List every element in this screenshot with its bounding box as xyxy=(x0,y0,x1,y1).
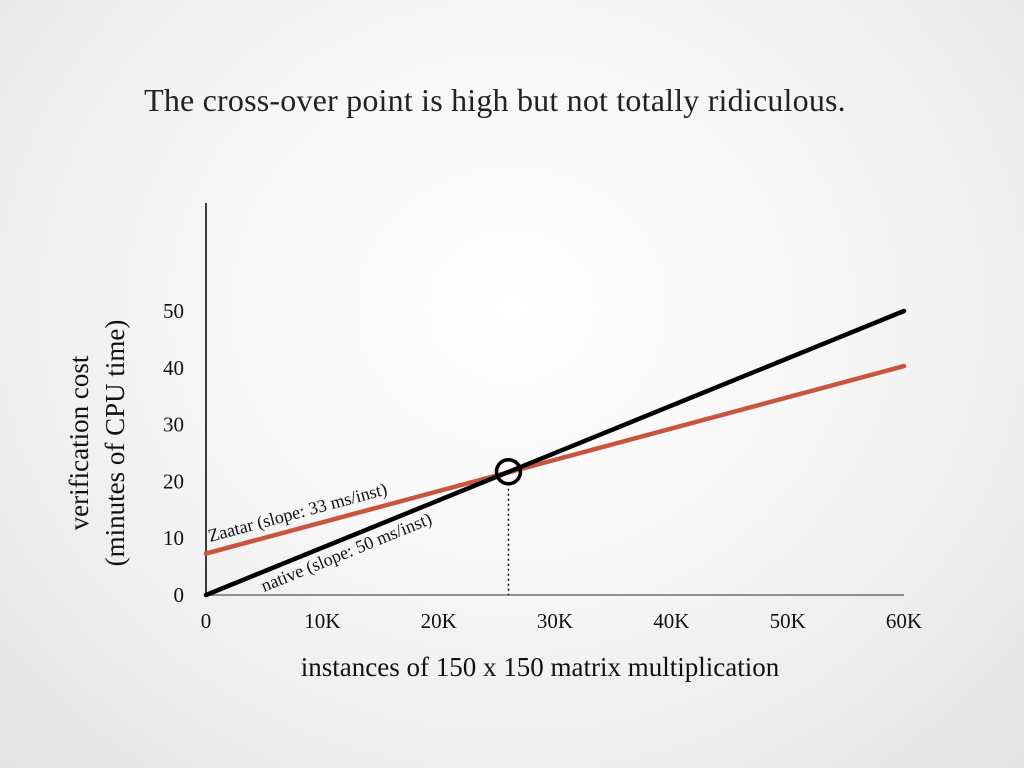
series xyxy=(203,308,907,598)
y-tick-label: 40 xyxy=(163,356,184,380)
x-tick-label: 10K xyxy=(304,609,340,633)
axes xyxy=(205,203,904,596)
x-tick-label: 40K xyxy=(653,609,689,633)
x-tick-label: 50K xyxy=(770,609,806,633)
x-tick-label: 0 xyxy=(201,609,212,633)
y-tick-label: 30 xyxy=(163,413,184,437)
x-tick-label: 20K xyxy=(421,609,457,633)
x-tick-label: 30K xyxy=(537,609,573,633)
x-tick-label: 60K xyxy=(886,609,922,633)
slide-title: The cross-over point is high but not tot… xyxy=(144,82,846,118)
x-axis-title: instances of 150 x 150 matrix multiplica… xyxy=(301,652,780,682)
y-tick-label: 50 xyxy=(163,299,184,323)
y-axis-title-line1: verification cost xyxy=(64,355,94,530)
y-axis-title-line2: (minutes of CPU time) xyxy=(100,320,130,567)
y-tick-label: 20 xyxy=(163,469,184,493)
annotations xyxy=(494,457,523,595)
native-series-line xyxy=(203,308,907,598)
zaatar-series-line xyxy=(203,363,907,556)
y-tick-label: 10 xyxy=(163,526,184,550)
y-tick-label: 0 xyxy=(174,583,185,607)
crossover-marker xyxy=(494,457,523,486)
